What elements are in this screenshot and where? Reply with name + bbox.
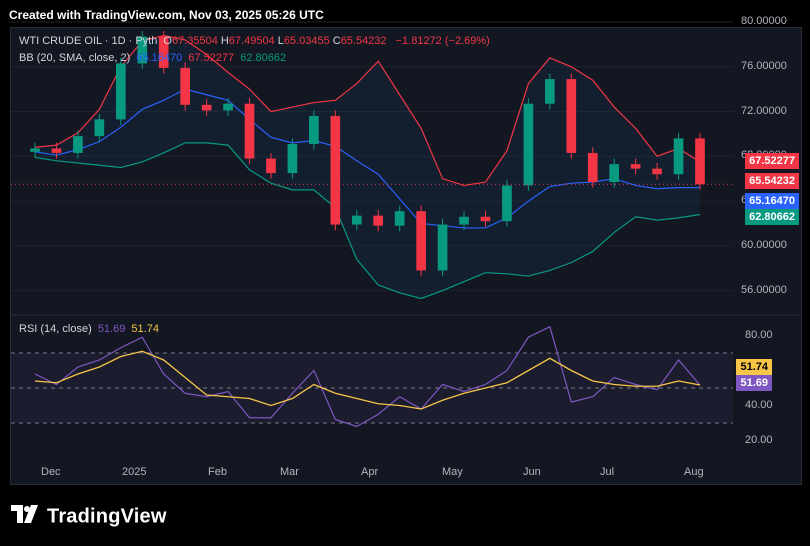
candle-body [673,138,684,175]
tradingview-logo[interactable]: TradingView [11,505,167,529]
ohlc-key-c: C [332,35,341,47]
ohlc-key-o: O [163,35,172,47]
time-tick-label: Dec [41,466,61,478]
ohlc-value-c: 65.54232 [340,35,387,47]
symbol-label: WTI CRUDE OIL · 1D · Pyth [19,35,158,47]
rsi-value-tag: 51.69 [736,375,772,391]
candle-body [223,103,233,111]
bb-lower-tag: 62.80662 [745,209,799,225]
candle-body [137,36,148,64]
bb-lower-line [34,142,701,300]
bb-basis-line [34,88,700,229]
bb-basis-tag: 65.16470 [745,193,799,209]
ohlc-key-l: L [277,35,284,47]
price-tick-label: 60.00000 [741,238,787,251]
candle-body [51,148,62,153]
bb-basis-value: 65.16470 [136,52,183,64]
rsi-label: RSI (14, close) [19,323,92,335]
rsi-line [34,325,701,428]
ohlc-value-l: 65.03455 [283,35,330,47]
rsi-tick-label: 80.00 [745,328,773,341]
bb-upper-tag: 67.52277 [745,153,799,169]
candle-body [266,158,276,174]
price-tick-label: 56.00000 [741,283,787,296]
time-tick-label: May [442,466,463,478]
time-tick-label: Jun [523,466,541,478]
rsi-ma-value: 51.74 [131,323,159,335]
candle-body [287,143,298,174]
candle-body [609,164,620,183]
candle-body [309,116,319,144]
created-text: Created with TradingView.com, Nov 03, 20… [9,8,324,22]
candle-body [502,185,512,222]
candle-body [30,148,40,152]
bb-upper-value: 67.52277 [188,52,235,64]
change-value: −1.81272 (−2.69%) [395,35,490,47]
candle-body [158,36,169,68]
candle-body [73,136,83,153]
ohlc-values: O67.35504 H67.49504 L65.03455 C65.54232 [163,35,389,47]
candle-body [244,103,255,159]
candle-body [566,79,577,153]
candle-body [459,216,469,225]
ohlc-key-h: H [220,35,229,47]
candle-body [437,224,448,271]
price-tick-label: 76.00000 [741,59,787,72]
candle-body [523,103,534,186]
bb-legend: BB (20, SMA, close, 2) 65.16470 67.52277… [19,52,289,64]
price-tick-label: 72.00000 [741,104,787,117]
ohlc-value-o: 67.35504 [171,35,218,47]
candle-body [480,216,491,222]
time-tick-label: Jul [600,466,615,478]
candle-body [115,63,126,120]
time-tick-label: Aug [684,466,704,478]
time-tick-label: Mar [280,466,299,478]
bb-lower-value: 62.80662 [240,52,287,64]
candle-body [652,168,662,175]
candle-body [695,138,705,185]
candle-body [351,215,362,225]
rsi-tick-label: 20.00 [745,433,773,446]
tradingview-icon [11,505,41,529]
candle-body [416,211,426,271]
candle-body [630,164,641,169]
ohlc-value-h: 67.49504 [228,35,275,47]
time-tick-label: 2025 [122,466,147,478]
rsi-value: 51.69 [97,323,126,335]
candle-body [545,79,555,104]
symbol-legend: WTI CRUDE OIL · 1D · Pyth O67.35504 H67.4… [19,35,493,47]
rsi-tick-label: 40.00 [745,398,773,411]
rsi-ma-tag: 51.74 [736,359,772,375]
time-tick-label: Apr [361,466,379,478]
candle-body [394,211,405,226]
candle-body [373,215,384,226]
chart-panel[interactable] [10,27,802,485]
rsi-ma-line [34,350,701,410]
rsi-legend: RSI (14, close) 51.69 51.74 [19,323,162,335]
bb-label: BB (20, SMA, close, 2) [19,52,131,64]
candle-body [180,67,190,105]
candle-body [587,152,598,183]
price-tick-label: 80.00000 [741,15,787,27]
top-bar: Created with TradingView.com, Nov 03, 20… [0,0,810,30]
candle-body [201,104,212,111]
candle-body [330,116,341,225]
brand-name: TradingView [47,505,167,528]
time-tick-label: Feb [208,466,227,478]
last-price-tag: 65.54232 [745,173,799,189]
candle-body [94,119,105,137]
